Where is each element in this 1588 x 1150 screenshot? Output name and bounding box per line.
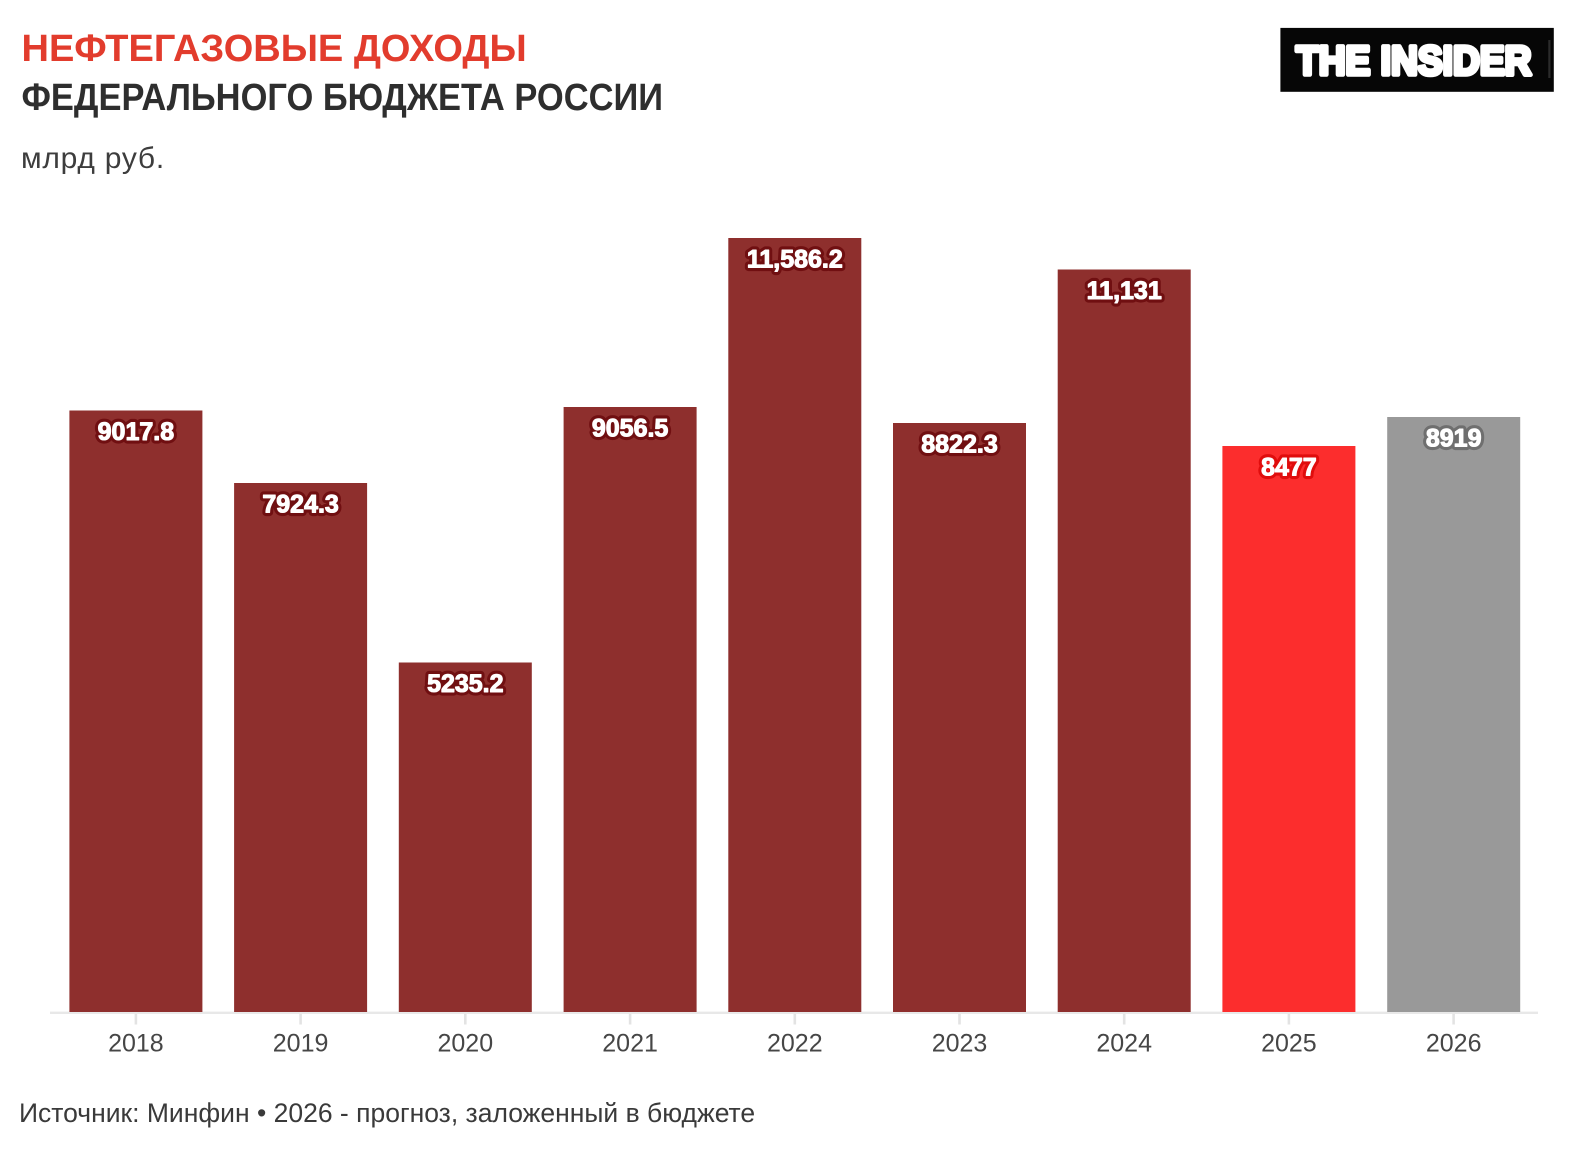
svg-text:2023: 2023 <box>932 1030 988 1058</box>
svg-text:2018: 2018 <box>108 1030 164 1058</box>
svg-text:9056.5: 9056.5 <box>592 415 669 443</box>
svg-text:11,131: 11,131 <box>1087 277 1162 305</box>
svg-text:7924.3: 7924.3 <box>262 491 338 519</box>
svg-text:9017.8: 9017.8 <box>98 418 175 446</box>
svg-text:млрд руб.: млрд руб. <box>21 142 165 175</box>
svg-text:8822.3: 8822.3 <box>921 431 997 459</box>
svg-text:9056.5: 9056.5 <box>592 415 669 443</box>
svg-text:11,586.2: 11,586.2 <box>747 246 843 274</box>
svg-text:НЕФТЕГАЗОВЫЕ ДОХОДЫ: НЕФТЕГАЗОВЫЕ ДОХОДЫ <box>22 28 527 70</box>
svg-text:11,131: 11,131 <box>1087 277 1162 305</box>
svg-text:8919: 8919 <box>1426 425 1482 453</box>
svg-text:8919: 8919 <box>1426 425 1482 453</box>
svg-text:2021: 2021 <box>602 1030 658 1058</box>
svg-text:2026: 2026 <box>1426 1030 1482 1058</box>
svg-text:2022: 2022 <box>767 1030 823 1058</box>
svg-text:2025: 2025 <box>1261 1030 1317 1058</box>
svg-text:ФЕДЕРАЛЬНОГО БЮДЖЕТА РОССИИ: ФЕДЕРАЛЬНОГО БЮДЖЕТА РОССИИ <box>22 75 664 118</box>
svg-text:5235.2: 5235.2 <box>427 670 503 698</box>
svg-text:8477: 8477 <box>1261 454 1317 482</box>
svg-text:Источник: Минфин • 2026 - прог: Источник: Минфин • 2026 - прогноз, залож… <box>19 1098 755 1128</box>
svg-text:THE INSIDER: THE INSIDER <box>1296 39 1531 84</box>
svg-text:9017.8: 9017.8 <box>98 418 175 446</box>
svg-text:11,586.2: 11,586.2 <box>747 246 843 274</box>
svg-text:5235.2: 5235.2 <box>427 670 503 698</box>
svg-text:2019: 2019 <box>273 1030 329 1058</box>
svg-text:2020: 2020 <box>437 1030 493 1058</box>
svg-text:8822.3: 8822.3 <box>921 431 997 459</box>
svg-text:7924.3: 7924.3 <box>262 491 338 519</box>
svg-text:2024: 2024 <box>1096 1030 1152 1058</box>
svg-text:8477: 8477 <box>1261 454 1317 482</box>
